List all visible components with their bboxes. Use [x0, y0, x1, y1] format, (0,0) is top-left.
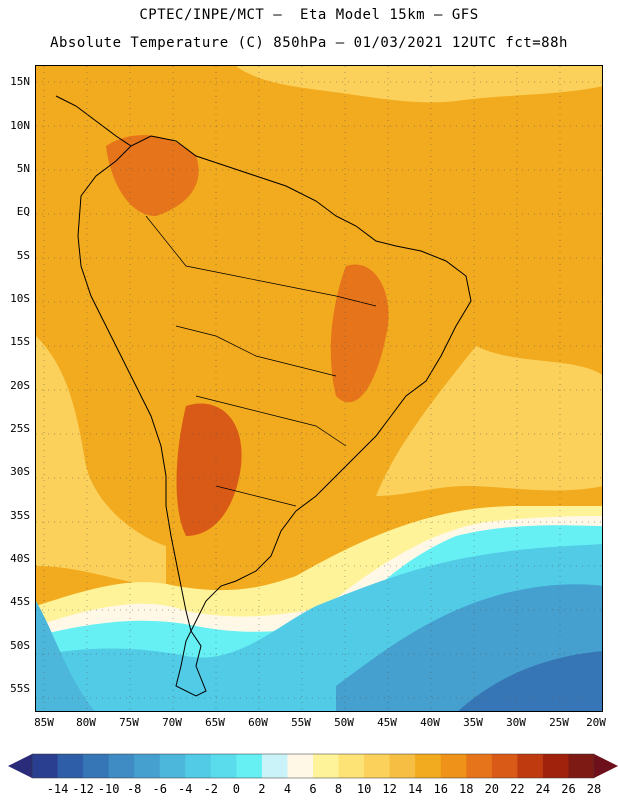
lon-label: 40W [420, 716, 440, 729]
colorbar-swatch [287, 754, 314, 778]
colorbar-swatch [517, 754, 544, 778]
colorbar-swatch [415, 754, 442, 778]
lon-label: 30W [506, 716, 526, 729]
lat-label: 10N [10, 119, 30, 132]
north-andes-hot-spot [106, 135, 199, 216]
colorbar-tick-label: 6 [309, 782, 317, 796]
colorbar-tick-label: 22 [510, 782, 525, 796]
lon-label: 65W [205, 716, 225, 729]
lon-label: 80W [76, 716, 96, 729]
colorbar-tick-label: -8 [126, 782, 142, 796]
lon-label: 60W [248, 716, 268, 729]
colorbar-swatch [108, 754, 135, 778]
colorbar-swatch [542, 754, 569, 778]
colorbar-swatch [134, 754, 161, 778]
colorbar-swatch [159, 754, 186, 778]
colorbar-tick-label: 8 [334, 782, 343, 796]
lat-label: 5N [16, 162, 30, 175]
lat-label: 5S [16, 249, 30, 262]
colorbar-swatch [364, 754, 391, 778]
colorbar-tick-label: 0 [232, 782, 240, 796]
colorbar-swatch [338, 754, 365, 778]
colorbar-tick-label: -4 [178, 782, 193, 796]
lon-label: 75W [119, 716, 139, 729]
colorbar-left-arrow [8, 754, 32, 778]
lat-label: 50S [10, 639, 30, 652]
lat-label: 35S [10, 509, 30, 522]
colorbar-tick-label: 26 [561, 782, 576, 796]
colorbar-tick-label: -12 [72, 782, 94, 796]
lat-label: 30S [10, 465, 30, 478]
lat-label: 45S [10, 595, 30, 608]
colorbar-swatch [236, 754, 263, 778]
lon-label: 35W [463, 716, 483, 729]
southwest-blue [36, 601, 95, 711]
colorbar-swatch [261, 754, 288, 778]
south-america-coastline [77, 135, 472, 697]
colorbar-swatches [31, 753, 595, 779]
colorbar-swatch [32, 754, 59, 778]
lon-label: 50W [334, 716, 354, 729]
border-north [145, 215, 377, 307]
border-south-central [195, 395, 347, 447]
central-america-coastline [55, 95, 132, 147]
south-deep-blue [458, 651, 602, 711]
pacific-yellow-region [36, 336, 166, 586]
colorbar-swatch [83, 754, 110, 778]
colorbar-tick-label: -6 [152, 782, 167, 796]
chaco-hot-spot [176, 403, 242, 536]
colorbar-swatch [440, 754, 467, 778]
lat-label: 15N [10, 75, 30, 88]
lat-label: 20S [10, 379, 30, 392]
atlantic-yellow-region [376, 346, 602, 496]
colorbar-swatch [389, 754, 416, 778]
map-title: CPTEC/INPE/MCT – Eta Model 15km – GFS [139, 7, 479, 23]
lat-label: 15S [10, 335, 30, 348]
colorbar-right-arrow [594, 754, 618, 778]
colorbar-tick-label: -10 [97, 782, 120, 796]
north-yellow-band [236, 66, 602, 103]
lon-label: 85W [34, 716, 54, 729]
lat-label: 55S [10, 682, 30, 695]
map-subtitle: Absolute Temperature (C) 850hPa – 01/03/… [50, 35, 568, 51]
lon-label: 55W [291, 716, 311, 729]
colorbar-tick-label: 16 [433, 782, 448, 796]
colorbar-tick-label: 4 [283, 782, 292, 796]
colorbar-tick-label: 2 [258, 782, 266, 796]
colorbar-tick-label: 10 [356, 782, 372, 796]
colorbar-tick-label: 18 [459, 782, 474, 796]
colorbar-tick-label: 20 [484, 782, 500, 796]
lon-label: 20W [586, 716, 606, 729]
colorbar-swatch [185, 754, 212, 778]
colorbar-swatch [210, 754, 237, 778]
colorbar-swatch [491, 754, 518, 778]
colorbar-tick-label: -14 [46, 782, 69, 796]
temperature-field [36, 66, 602, 711]
colorbar-swatch [57, 754, 84, 778]
lat-label: 40S [10, 552, 30, 565]
colorbar-tick-label: 12 [382, 782, 397, 796]
lat-label: 25S [10, 422, 30, 435]
colorbar-tick-label: 24 [535, 782, 551, 796]
border-central [175, 325, 337, 377]
colorbar-tick-label: -2 [203, 782, 219, 796]
colorbar-swatch [568, 754, 595, 778]
lon-label: 45W [377, 716, 397, 729]
temperature-colorbar [8, 753, 618, 779]
lon-label: 25W [549, 716, 569, 729]
lon-label: 70W [162, 716, 182, 729]
lat-label: EQ [16, 205, 30, 218]
temperature-map [35, 65, 603, 712]
colorbar-tick-label: 28 [586, 782, 602, 796]
lat-label: 10S [10, 292, 30, 305]
colorbar-tick-label: 14 [407, 782, 423, 796]
colorbar-swatch [466, 754, 493, 778]
colorbar-swatch [313, 754, 340, 778]
border-south [215, 485, 297, 507]
brazil-central-hot-spot [330, 264, 389, 403]
